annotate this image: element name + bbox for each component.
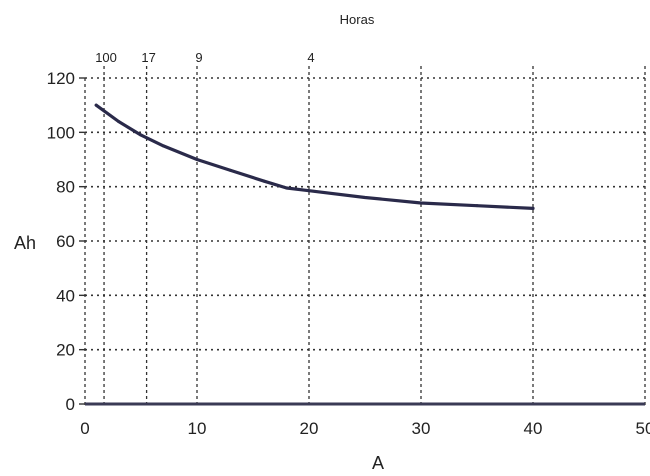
top-axis-label: Horas [340,12,375,27]
data-point-0-5 [229,168,233,172]
x-tick-label-1: 10 [188,419,207,438]
series [85,103,645,406]
grid [79,66,646,408]
y-tick-label-6: 120 [47,69,75,88]
series-line-0 [94,103,535,210]
data-point-0-11 [475,204,479,208]
data-point-0-2 [139,133,143,137]
y-tick-label-2: 40 [56,286,75,305]
x-tick-label-2: 20 [300,419,319,438]
x-tick-label-3: 30 [412,419,431,438]
data-point-0-3 [161,144,165,148]
y-tick-label-4: 80 [56,178,75,197]
top-tick-label-0: 100 [95,50,117,65]
y-tick-label-5: 100 [47,123,75,142]
x-tick-label-0: 0 [80,419,89,438]
data-point-0-4 [195,158,199,161]
x-tick-label-4: 40 [524,419,543,438]
data-point-0-10 [419,201,423,205]
data-point-0-6 [262,179,266,183]
data-point-0-1 [117,119,121,123]
data-point-0-12 [531,206,535,210]
data-point-0-0 [94,103,98,107]
x-axis-label: A [372,453,384,473]
y-axis-label: Ah [14,233,36,253]
y-tick-label-1: 20 [56,341,75,360]
data-point-0-7 [285,186,289,190]
data-point-0-9 [363,196,367,200]
y-tick-label-0: 0 [66,395,75,414]
data-point-0-8 [307,189,311,193]
y-tick-label-3: 60 [56,232,75,251]
x-tick-label-5: 50 [636,419,650,438]
top-tick-label-1: 17 [141,50,155,65]
top-tick-label-3: 4 [307,50,314,65]
tick-labels: 0 20 40 60 80 100 120 0 10 20 30 40 50 100 17 9 4 [47,50,650,438]
top-tick-label-2: 9 [195,50,202,65]
